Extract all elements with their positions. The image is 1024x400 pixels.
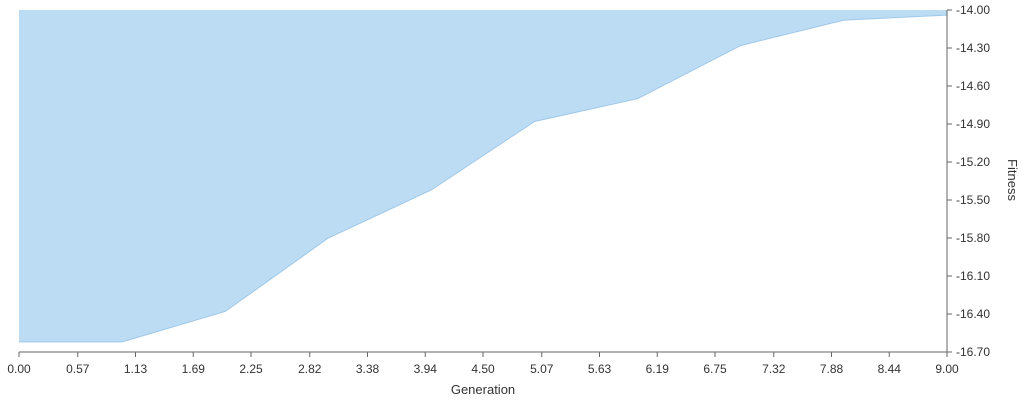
fitness-series-line [19, 14, 948, 343]
x-tick-label: 6.75 [703, 362, 727, 376]
x-tick-label: 3.38 [356, 362, 380, 376]
x-tick-label: 1.13 [124, 362, 148, 376]
fitness-area [19, 10, 947, 342]
x-tick-label: 0.00 [7, 362, 31, 376]
x-axis: 0.00 0.57 1.13 1.69 2.25 2.82 3.38 3.94 4.50 5.07… [7, 351, 959, 376]
y-tick-label: -16.70 [956, 345, 990, 359]
y-tick-label: -15.80 [956, 231, 990, 245]
x-tick-label: 2.25 [239, 362, 263, 376]
plot-area [19, 10, 948, 343]
y-axis-title: Fitness [1005, 159, 1020, 201]
y-tick-label: -14.60 [956, 79, 990, 93]
y-axis: -14.00 -14.30 -14.60 -14.90 -15.20 -15.50 -15.… [946, 3, 990, 359]
x-tick-label: 3.94 [414, 362, 438, 376]
y-tick-label: -16.10 [956, 269, 990, 283]
y-tick-label: -15.50 [956, 193, 990, 207]
y-tick-label: -14.90 [956, 117, 990, 131]
y-tick-label: -14.00 [956, 3, 990, 17]
x-tick-label: 5.07 [530, 362, 554, 376]
y-tick-label: -14.30 [956, 41, 990, 55]
x-tick-label: 0.57 [66, 362, 90, 376]
x-tick-label: 7.32 [762, 362, 786, 376]
x-tick-label: 5.63 [588, 362, 612, 376]
x-tick-label: 7.88 [820, 362, 844, 376]
y-tick-label: -15.20 [956, 155, 990, 169]
x-tick-label: 6.19 [646, 362, 670, 376]
x-tick-label: 1.69 [182, 362, 206, 376]
x-tick-label: 4.50 [471, 362, 495, 376]
y-tick-label: -16.40 [956, 307, 990, 321]
x-tick-label: 8.44 [878, 362, 902, 376]
x-tick-label: 9.00 [935, 362, 959, 376]
x-tick-label: 2.82 [298, 362, 322, 376]
x-axis-title: Generation [451, 382, 515, 397]
